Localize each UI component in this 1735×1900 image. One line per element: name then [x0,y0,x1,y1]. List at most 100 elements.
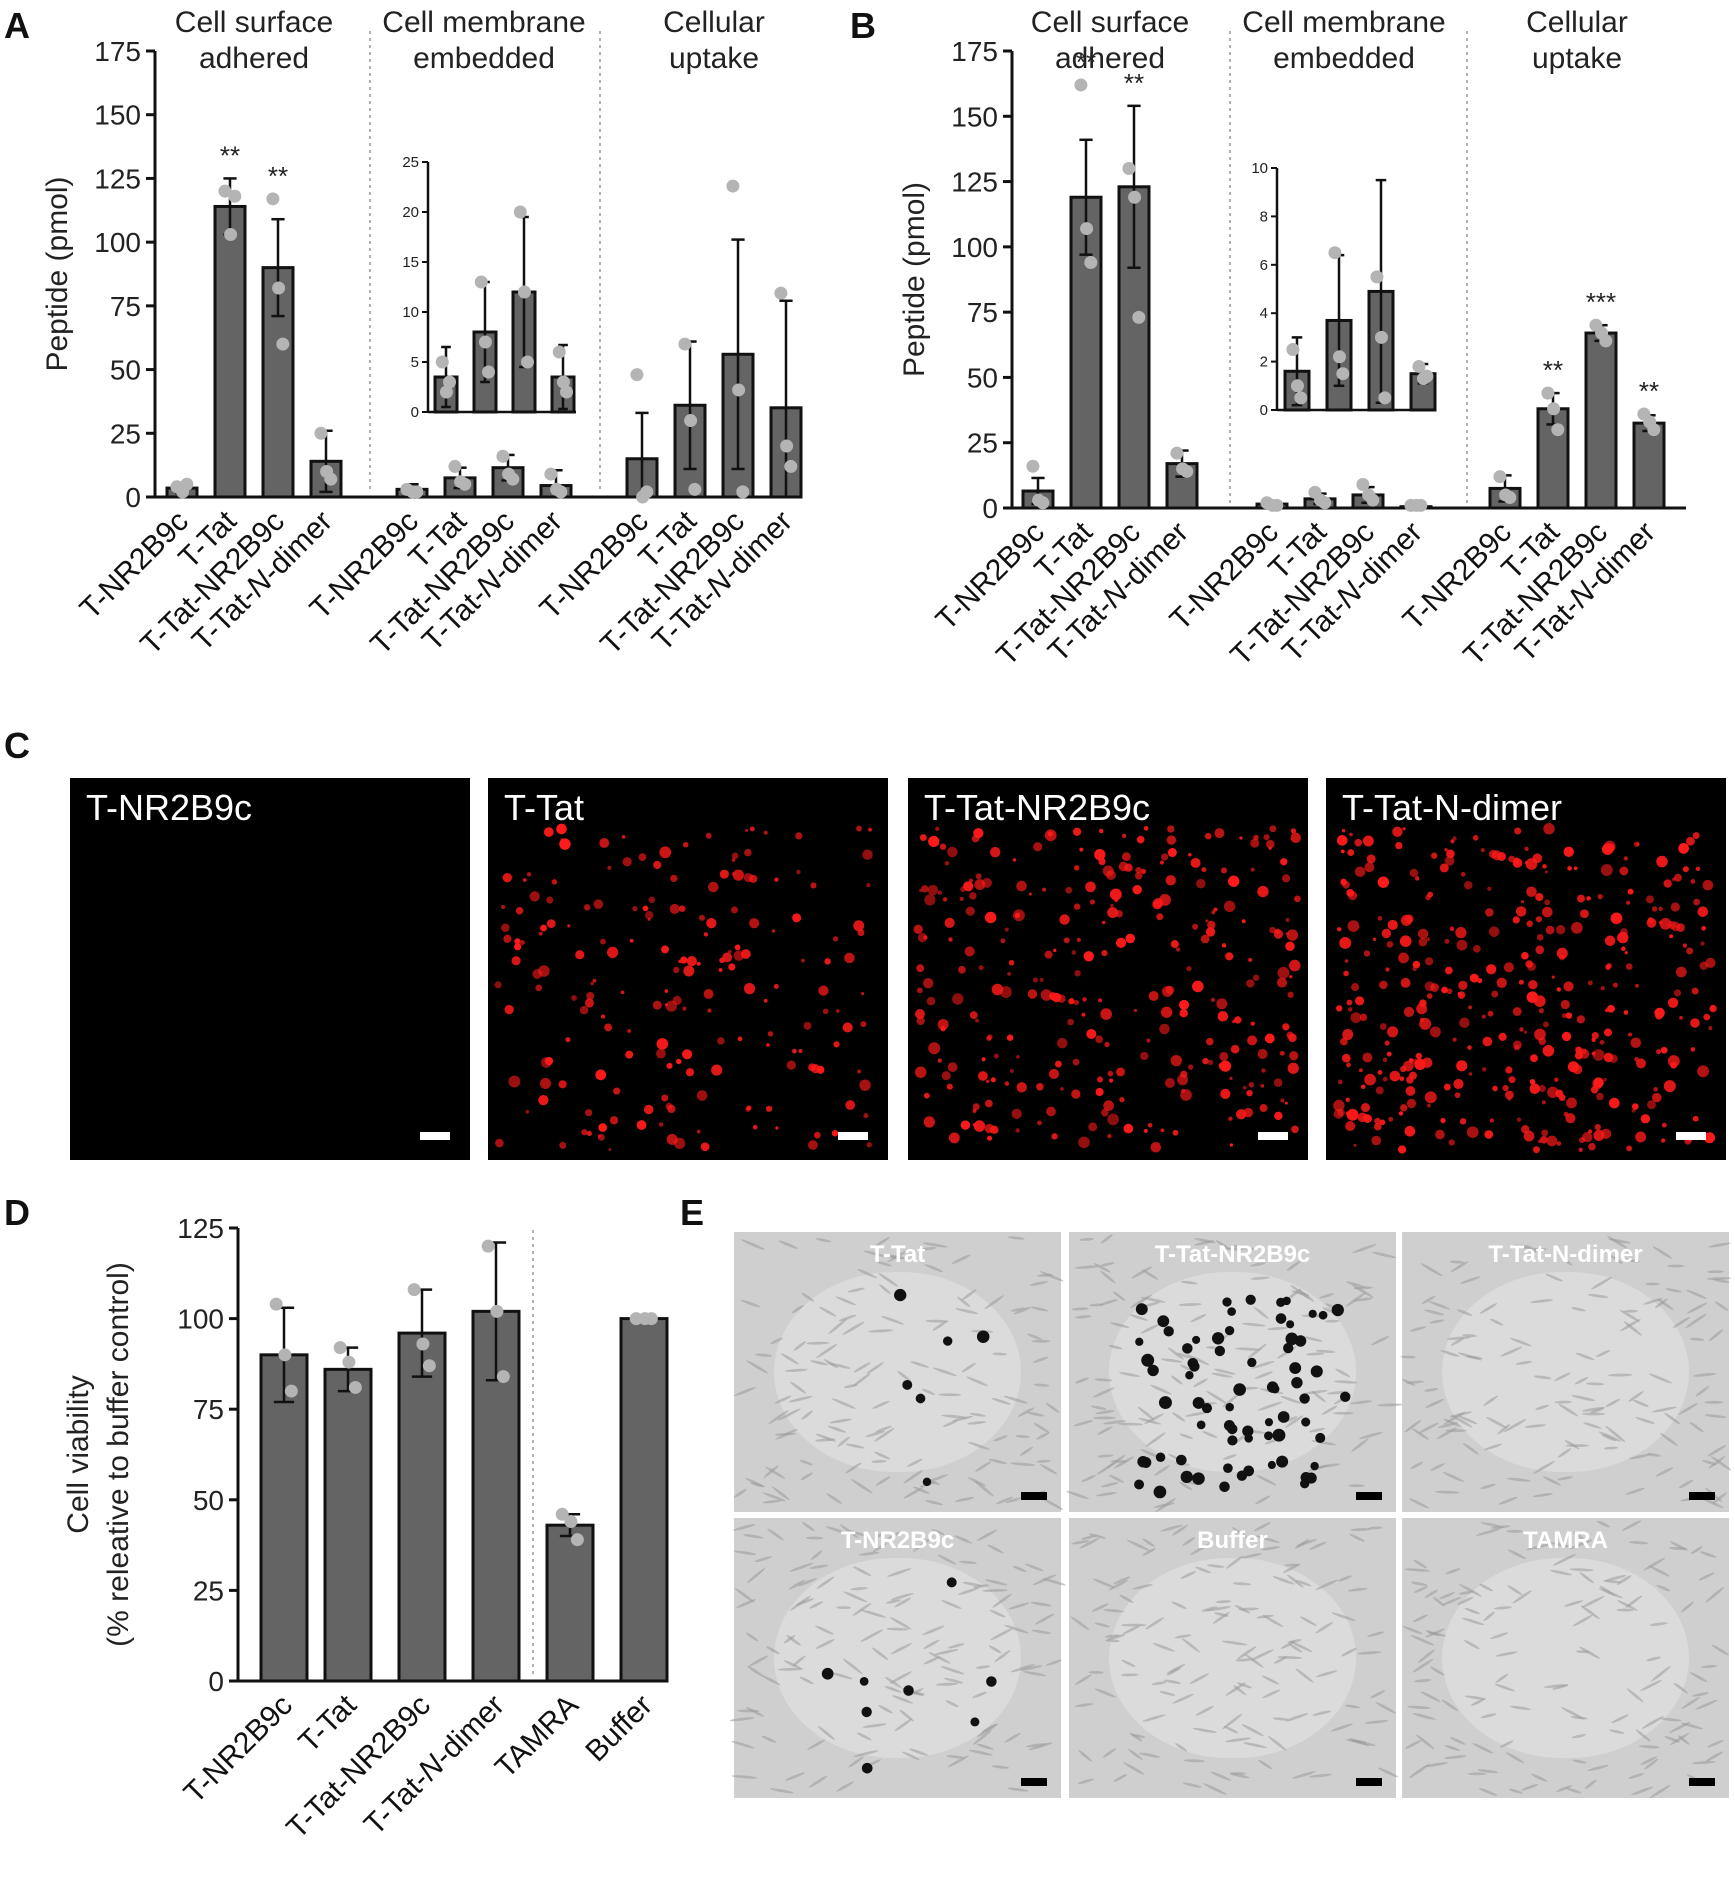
fluorescent-spot [1415,1052,1423,1060]
data-point [1503,491,1517,505]
cell-texture [1250,1649,1274,1661]
cell-texture [836,1781,854,1792]
fluorescent-spot [1619,866,1629,876]
cell-texture [1074,1674,1092,1685]
brightfield-label: T-Tat [870,1241,926,1268]
fluorescent-spot [1491,990,1499,998]
fluorescent-spot [1225,952,1234,961]
cell-texture [974,1480,994,1497]
inset-y-tick-label: 5 [411,354,419,371]
cell-texture [748,1655,769,1667]
cell-texture [894,1597,912,1608]
cell-texture [809,1601,824,1609]
fluorescent-spot [529,891,540,902]
fluorescent-spot [1523,1130,1535,1142]
cell-texture [1420,1691,1441,1702]
cell-texture [946,1755,965,1759]
fluorescent-spot [1148,991,1159,1002]
cell-texture [1201,1606,1218,1612]
fluorescent-spot [1387,919,1398,931]
cell-texture [826,1493,843,1504]
fluorescent-spot [670,874,678,883]
fluorescent-spot [1109,1078,1114,1083]
cell-texture [809,1564,829,1569]
fluorescent-spot [1346,999,1353,1006]
cell-texture [1689,1337,1705,1341]
cell-texture [1477,1769,1499,1774]
scale-bar [838,1132,868,1140]
fluorescent-spot [1008,959,1015,966]
cell-texture [1428,1301,1450,1310]
data-point [348,1380,362,1394]
fluorescent-spot [824,958,831,965]
cell-texture [975,1461,992,1472]
fluorescent-spot [1186,965,1192,972]
cell-texture [788,1579,806,1590]
cell-texture [1449,1411,1473,1418]
cell-texture [1449,1260,1465,1264]
cell-texture [1243,1742,1267,1749]
cell-texture [1554,1400,1572,1404]
fluorescent-spot [845,1100,856,1110]
cell-texture [1229,1771,1246,1775]
cell-texture [1486,1416,1507,1429]
cell-texture [1280,1395,1302,1404]
fluorescent-spot [1170,940,1179,949]
fluorescent-spot [1006,1034,1014,1041]
data-point [570,1533,584,1547]
cell-texture [1091,1603,1109,1612]
cell-texture [1179,1364,1194,1372]
cell-texture [763,1465,779,1478]
fluorescent-spot [860,991,865,996]
group-title: Cellular uptake [1526,6,1628,75]
cell-texture [771,1486,790,1501]
cell-texture [1490,1632,1509,1640]
brightfield-glow [774,1272,1021,1472]
fluorescent-spot [1004,927,1009,932]
fluorescent-spot [1377,916,1383,921]
data-point [278,1348,292,1362]
fluorescent-spot [978,1071,988,1081]
cell-texture [1247,1343,1267,1359]
fluorescent-spot [1246,1089,1253,1097]
microscopy-panel: T-NR2B9c T-Tat T-Tat-NR2B9c T-Tat-N-dimer [70,778,1726,1160]
fluorescent-spot [593,899,604,910]
fluorescent-spot [1388,1116,1394,1122]
cell-texture [884,1686,902,1693]
fluorescent-spot [1400,977,1411,988]
rounded-cell [1192,1335,1201,1344]
cell-texture [1180,1571,1196,1579]
cell-texture [754,1353,773,1357]
cell-texture [940,1666,965,1675]
cell-texture [1424,1589,1438,1599]
fluorescent-spot [969,892,977,900]
fluorescent-spot [1404,914,1414,924]
cell-texture [1587,1294,1609,1298]
cell-texture [1711,1644,1729,1656]
cell-texture [1232,1582,1251,1586]
fluorescent-spot [1580,1048,1587,1055]
scale-bar [1258,1132,1288,1140]
fluorescent-spot [1504,1090,1514,1100]
cell-texture [1102,1748,1117,1758]
cell-texture [1462,1334,1477,1338]
cell-texture [1357,1651,1382,1655]
bar [1632,421,1666,510]
x-category-label: TAMRA [489,1689,585,1785]
cell-texture [1619,1309,1641,1322]
fluorescent-spot [1636,842,1640,846]
fluorescent-spot [1178,999,1190,1010]
cell-texture [856,1732,872,1741]
fluorescent-spot [1101,1108,1109,1117]
data-point [732,383,746,397]
data-point [1084,256,1098,270]
cell-texture [1500,1346,1523,1357]
cell-texture [1649,1622,1668,1626]
cell-texture [874,1451,891,1460]
fluorescent-spot [1398,1111,1404,1116]
cell-texture [975,1665,991,1669]
fluorescent-spot [1153,897,1164,908]
fluorescent-spot [682,1049,693,1060]
fluorescent-spot [1360,1103,1371,1113]
cell-texture [1505,1752,1525,1764]
